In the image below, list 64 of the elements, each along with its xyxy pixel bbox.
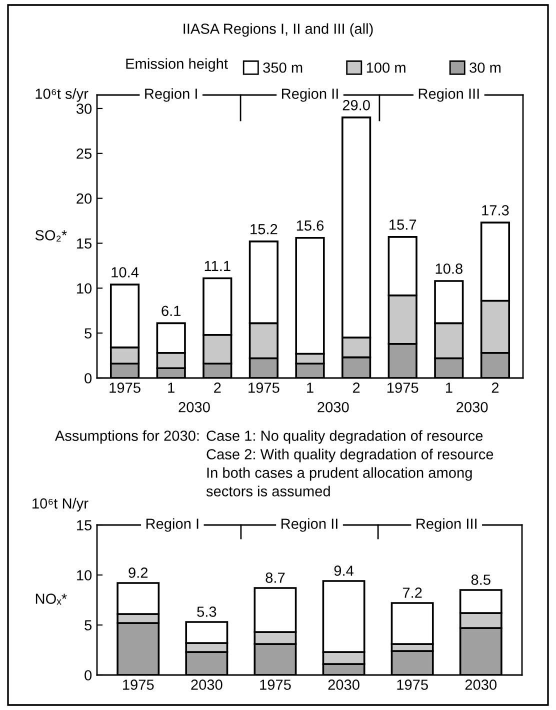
total-label: 9.2 bbox=[128, 568, 148, 578]
text: In both cases a prudent allocation among bbox=[207, 467, 472, 481]
y-tick-label: 0 bbox=[84, 670, 92, 680]
total-label: 15.7 bbox=[390, 220, 416, 230]
text: Case 2: With quality degradation of resource bbox=[206, 448, 494, 462]
text: 2030 bbox=[456, 402, 488, 412]
annotation: Region II bbox=[282, 518, 338, 532]
x-tick-label: 1975 bbox=[388, 382, 418, 393]
text: 2030 bbox=[178, 402, 210, 412]
y-tick-label: 10 bbox=[77, 570, 92, 580]
legend-title: Emission height bbox=[126, 58, 228, 72]
total-label: 11.1 bbox=[204, 260, 230, 272]
total-label: 6.1 bbox=[162, 306, 181, 316]
annotation: Region III bbox=[418, 88, 479, 102]
legend-label: 350 m bbox=[263, 62, 302, 73]
text: 10⁶t N/yr bbox=[32, 498, 88, 512]
y-tick-label: 5 bbox=[84, 620, 92, 630]
y-tick-label: 20 bbox=[76, 193, 92, 204]
total-label: 15.2 bbox=[250, 224, 278, 234]
y-tick-label: 30 bbox=[76, 104, 92, 114]
chart-title: IIASA Regions I, II and III (all) bbox=[184, 23, 373, 37]
text: 10⁶t s/yr bbox=[36, 88, 88, 102]
x-tick-label: 1975 bbox=[248, 382, 280, 393]
x-tick-label: 1975 bbox=[123, 680, 154, 690]
legend-label: 30 m bbox=[470, 62, 500, 73]
annotation: Region I bbox=[146, 518, 198, 532]
x-tick-label: 1975 bbox=[260, 680, 291, 690]
text: sectors is assumed bbox=[206, 486, 330, 496]
x-tick-label: 1 bbox=[168, 382, 174, 393]
annotation: Region I bbox=[145, 88, 197, 102]
total-label: 9.4 bbox=[334, 566, 354, 576]
x-tick-label: 2030 bbox=[191, 680, 222, 690]
text: Assumptions for 2030: bbox=[54, 430, 199, 444]
legend-label: 100 m bbox=[366, 62, 406, 73]
total-label: 5.3 bbox=[197, 606, 216, 617]
y-tick-label: 15 bbox=[77, 520, 92, 530]
text: Case 1: No quality degradation of resource bbox=[206, 430, 483, 444]
y-tick-label: 0 bbox=[84, 373, 92, 384]
y-tick-label: 25 bbox=[76, 148, 92, 159]
y-tick-label: 15 bbox=[77, 238, 92, 249]
x-tick-label: 2 bbox=[352, 382, 360, 393]
x-tick-label: 1 bbox=[307, 382, 314, 393]
x-tick-label: 2030 bbox=[328, 680, 360, 690]
total-label: 8.5 bbox=[471, 574, 490, 585]
x-tick-label: 1975 bbox=[110, 382, 140, 393]
y-tick-label: 5 bbox=[84, 328, 92, 339]
y-axis-title: SO₂* bbox=[35, 230, 67, 242]
annotation: Region II bbox=[282, 88, 338, 102]
total-label: 29.0 bbox=[342, 100, 370, 110]
x-tick-label: 1 bbox=[446, 382, 452, 393]
x-tick-label: 1975 bbox=[397, 680, 428, 690]
x-tick-label: 2 bbox=[492, 382, 499, 393]
total-label: 10.8 bbox=[436, 264, 462, 274]
x-tick-label: 2030 bbox=[465, 680, 497, 690]
y-axis-title: NOₓ* bbox=[36, 594, 67, 605]
text: 2030 bbox=[318, 402, 349, 412]
annotation: Region III bbox=[416, 518, 476, 532]
total-label: 8.7 bbox=[266, 572, 285, 583]
x-tick-label: 2 bbox=[214, 382, 221, 393]
total-label: 10.4 bbox=[112, 267, 139, 278]
total-label: 15.6 bbox=[296, 220, 324, 231]
total-label: 7.2 bbox=[402, 588, 422, 598]
y-tick-label: 10 bbox=[77, 283, 92, 294]
total-label: 17.3 bbox=[482, 205, 509, 216]
